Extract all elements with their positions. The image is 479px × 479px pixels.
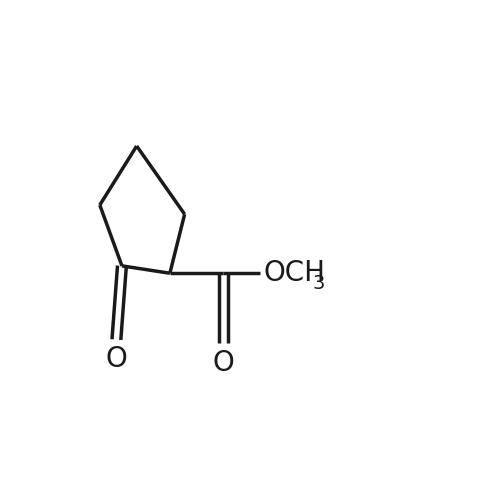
Text: 3: 3 — [313, 274, 325, 293]
Text: OCH: OCH — [263, 259, 325, 286]
Text: O: O — [213, 349, 234, 376]
Text: O: O — [105, 345, 127, 373]
